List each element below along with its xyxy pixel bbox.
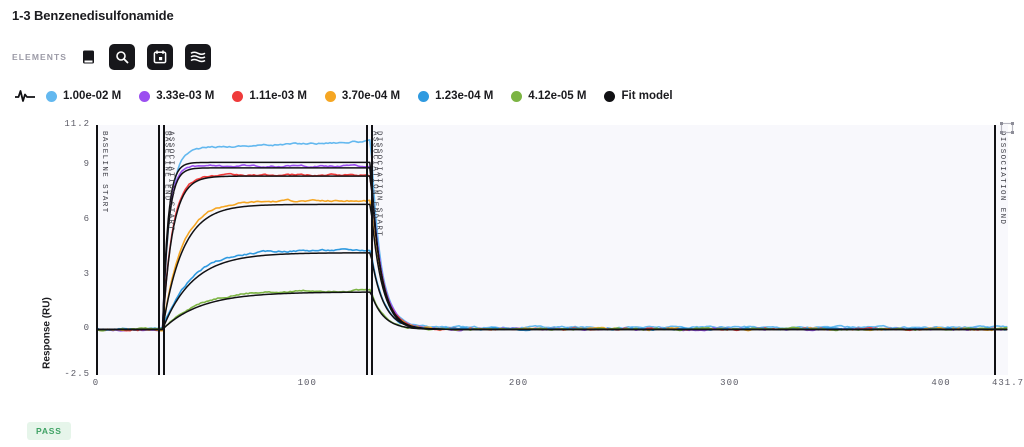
- legend-item[interactable]: 3.70e-04 M: [324, 90, 401, 102]
- phase-marker-label: BASELINE START: [100, 131, 108, 214]
- x-tick-label: 431.7: [991, 378, 1024, 388]
- x-tick-label: 200: [508, 378, 529, 388]
- fit-curve: [95, 203, 1008, 331]
- legend-item[interactable]: 3.33e-03 M: [139, 90, 214, 102]
- phase-marker-label: BASELINE END: [162, 131, 171, 202]
- sensorgram-chart: Response (RU) 11.2 9 6 3 0 -2.5 0 100 200 300 400…: [0, 118, 1024, 418]
- book-icon[interactable]: [79, 44, 97, 70]
- waves-icon[interactable]: [185, 44, 212, 70]
- legend-color-dot: [604, 90, 616, 102]
- fit-curve: [95, 291, 1008, 331]
- y-tick-label: 0: [83, 323, 90, 334]
- sensorgram-curve: [95, 172, 1008, 332]
- fit-curve: [95, 252, 1008, 331]
- elements-toolbar: ELEMENTS: [12, 44, 212, 70]
- legend-item[interactable]: Fit model: [604, 90, 673, 102]
- legend-item[interactable]: 1.11e-03 M: [232, 90, 307, 102]
- phase-marker-line[interactable]: [96, 125, 98, 375]
- sensorgram-curve: [95, 164, 1008, 332]
- status-badge: PASS: [27, 422, 71, 440]
- fit-curve: [95, 175, 1008, 331]
- sensorgram-curve: [95, 139, 1008, 332]
- sensorgram-curve: [95, 288, 1008, 332]
- y-tick-label: 3: [83, 268, 90, 279]
- phase-marker-label: DISSOCIATION END: [997, 131, 1006, 226]
- legend-item[interactable]: 4.12e-05 M: [511, 90, 586, 102]
- phase-marker-line[interactable]: [158, 125, 161, 375]
- sensorgram-curve: [95, 248, 1008, 332]
- page-title: 1-3 Benzenedisulfonamide: [12, 8, 174, 23]
- legend-color-dot: [232, 90, 244, 102]
- x-tick-label: 400: [931, 378, 951, 388]
- legend-label: 1.23e-04 M: [435, 90, 494, 102]
- legend-color-dot: [418, 90, 430, 102]
- phase-marker-label: DISSOCIATION START: [374, 131, 383, 238]
- activity-wave-icon: [14, 87, 36, 105]
- legend-label: 1.00e-02 M: [63, 90, 122, 102]
- legend-color-dot: [511, 90, 523, 102]
- legend-color-dot: [139, 90, 151, 102]
- y-tick-label: 6: [83, 213, 90, 224]
- x-tick-label: 0: [92, 378, 100, 388]
- y-axis-ticks: 11.2 9 6 3 0 -2.5: [52, 118, 90, 418]
- phase-marker-line[interactable]: [993, 125, 996, 375]
- phase-marker-label: ASSOCIATION START: [166, 131, 175, 232]
- curve-layer: [95, 139, 1008, 332]
- resize-handle-icon[interactable]: [1000, 121, 1014, 134]
- y-axis-label: Response (RU): [41, 297, 53, 369]
- legend-label: 4.12e-05 M: [528, 90, 587, 102]
- search-icon[interactable]: [109, 44, 136, 70]
- phase-marker-line[interactable]: [370, 125, 373, 375]
- phase-marker-label: ASSOCIATION END: [370, 131, 379, 220]
- phase-marker-line[interactable]: [162, 125, 165, 375]
- calendar-icon[interactable]: [147, 44, 174, 70]
- legend-label: 3.33e-03 M: [156, 90, 215, 102]
- phase-marker-line[interactable]: [366, 125, 369, 375]
- fit-curve: [95, 167, 1008, 331]
- elements-label: ELEMENTS: [12, 52, 68, 62]
- x-tick-label: 300: [720, 378, 740, 388]
- fit-curve: [95, 161, 1008, 331]
- x-axis-ticks: 0 100 200 300 400 431.7: [0, 378, 1024, 398]
- y-tick-label: -2.5: [64, 369, 90, 379]
- plot-area[interactable]: BASELINE START BASELINE END ASSOCIATION ST…: [95, 125, 1008, 375]
- x-tick-label: 100: [297, 378, 317, 388]
- legend-label: Fit model: [621, 90, 673, 102]
- series-legend: 1.00e-02 M 3.33e-03 M 1.11e-03 M 3.70e-04 M…: [14, 86, 685, 106]
- sensorgram-curve: [95, 198, 1008, 332]
- legend-label: 3.70e-04 M: [341, 90, 401, 102]
- legend-item[interactable]: 1.00e-02 M: [46, 90, 121, 102]
- y-tick-label: 9: [83, 159, 90, 170]
- legend-color-dot: [46, 90, 57, 102]
- legend-item[interactable]: 1.23e-04 M: [418, 90, 493, 102]
- legend-color-dot: [324, 90, 336, 102]
- y-tick-label: 11.2: [64, 119, 90, 129]
- legend-label: 1.11e-03 M: [249, 90, 307, 102]
